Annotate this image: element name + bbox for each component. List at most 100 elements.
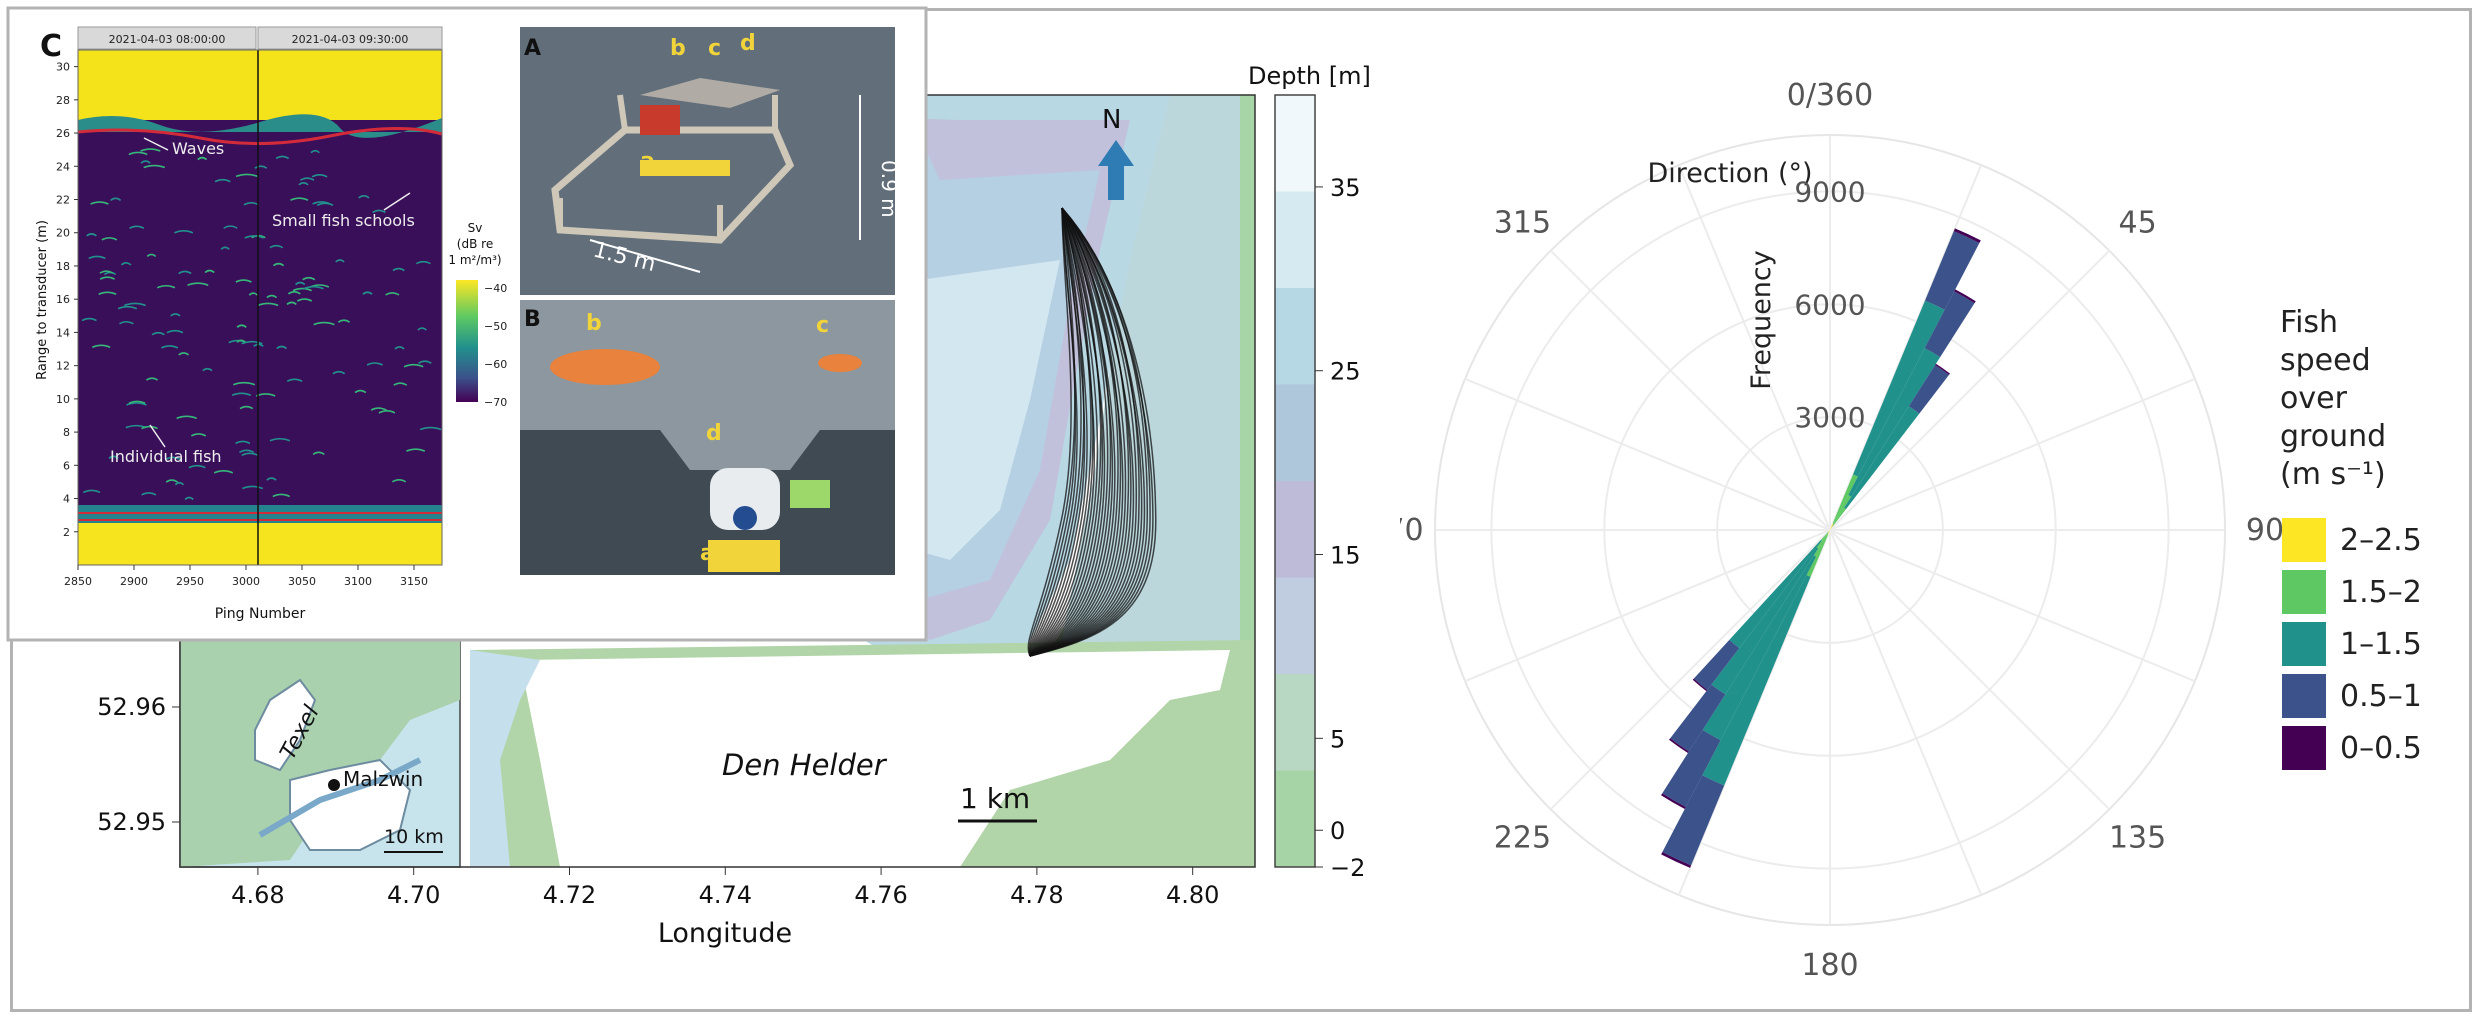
- photo-a-letter: d: [740, 31, 756, 56]
- sv-colorbar-tick: −60: [484, 358, 507, 371]
- fish-echo-trace: [362, 291, 373, 295]
- rose-bar-segment: [1827, 530, 1830, 536]
- echogram-x-tick: 3050: [288, 575, 316, 588]
- echogram-panel: C 2021-04-03 08:00:00 2021-04-03 09:30:0…: [6, 6, 928, 642]
- fish-echo-trace: [266, 294, 278, 299]
- depth-colorbar-tick: 25: [1330, 358, 1361, 386]
- depth-colorbar-tick: 0: [1330, 817, 1345, 845]
- legend-title-line: Fish: [2280, 305, 2338, 340]
- fish-echo-trace: [178, 352, 190, 356]
- echogram-y-tick: 4: [63, 493, 70, 506]
- echogram-y-tick: 10: [56, 393, 70, 406]
- echogram-x-label: Ping Number: [215, 606, 306, 622]
- fish-track: [1029, 207, 1078, 657]
- fish-track: [1027, 207, 1072, 657]
- rose-angle-label: 90: [2246, 513, 2284, 548]
- fish-echo-trace: [143, 164, 166, 169]
- rose-spoke: [1464, 529, 1831, 683]
- fish-track: [1029, 207, 1132, 657]
- sv-colorbar-tick: −70: [484, 396, 507, 409]
- rose-bar-segment: [1827, 530, 1830, 534]
- rose-bar-segment: [1830, 526, 1833, 530]
- sv-colorbar-title: (dB re: [457, 237, 493, 251]
- fish-echo-trace: [415, 260, 431, 265]
- rose-bar-segment: [1832, 474, 1858, 524]
- fish-echo-trace: [272, 262, 285, 267]
- photo-b-letter: c: [816, 313, 829, 338]
- fish-echo-trace: [290, 197, 309, 201]
- fish-echo-trace: [394, 346, 405, 350]
- fish-echo-trace: [141, 492, 157, 496]
- rose-spoke: [1464, 377, 1831, 531]
- fish-echo-trace: [272, 493, 291, 498]
- site-marker: [328, 779, 340, 791]
- rose-angle-label: 0/360: [1787, 78, 1873, 113]
- map-x-axis: 4.68 4.70 4.72 4.74 4.76 4.78 4.80: [231, 867, 1219, 909]
- rose-radial-tick: 6000: [1794, 288, 1865, 321]
- rose-bar-segment: [1662, 775, 1725, 866]
- rose-angle-label: 135: [2109, 821, 2166, 856]
- fish-track: [1029, 207, 1106, 657]
- fish-echo-trace: [174, 230, 194, 234]
- rose-bar-segment: [1828, 530, 1830, 533]
- fish-echo-trace: [312, 201, 331, 205]
- depth-colorbar: [1275, 95, 1315, 868]
- fish-direction-rose-panel: 0/360 45 90 135 180 225 270 315 Direction (°) F…: [1400, 78, 2422, 983]
- fish-track: [1029, 207, 1154, 657]
- depth-colorbar-tick: 35: [1330, 174, 1361, 202]
- fish-echo-trace: [269, 437, 291, 442]
- fish-track: [1029, 207, 1130, 657]
- echogram-y-label: Range to transducer (m): [35, 220, 50, 380]
- fish-echo-trace: [190, 433, 207, 437]
- rose-bar-segment: [1953, 228, 1981, 244]
- fish-echo-trace: [391, 478, 407, 483]
- rose-bar-segment: [1816, 532, 1829, 549]
- fish-echo-trace: [129, 225, 145, 230]
- fish-echo-trace: [128, 400, 146, 405]
- rose-angle-label: 270: [1400, 513, 1424, 548]
- fish-track: [1029, 207, 1116, 657]
- depth-colorbar-tick: 15: [1330, 542, 1361, 570]
- fish-echo-trace: [354, 389, 367, 394]
- rose-bar-segment: [1830, 523, 1834, 530]
- fish-echo-trace: [99, 270, 114, 274]
- fish-track: [1029, 207, 1114, 657]
- depth-colorbar-title: Depth [m]: [1248, 62, 1371, 90]
- photo-b-letter: a: [700, 541, 715, 566]
- fish-echo-trace: [81, 317, 97, 322]
- fish-echo-trace: [358, 195, 370, 199]
- echogram-panel-label: C: [40, 29, 62, 64]
- fish-track: [1029, 207, 1157, 657]
- fish-echo-trace: [214, 178, 231, 183]
- fish-echo-trace: [392, 267, 405, 272]
- fish-echo-trace: [286, 378, 303, 383]
- fish-echo-trace: [174, 481, 185, 486]
- rose-bar-segment: [1711, 547, 1819, 695]
- echogram-y-tick: 30: [56, 61, 70, 74]
- rose-bar-segment: [1693, 639, 1740, 690]
- map-x-axis-label: Longitude: [658, 918, 792, 949]
- depth-colorbar-band: [1275, 577, 1315, 675]
- fish-echo-trace: [178, 270, 192, 275]
- fish-echo-trace: [160, 345, 179, 349]
- fish-echo-trace: [110, 197, 122, 201]
- echogram-y-tick: 22: [56, 194, 70, 207]
- fish-echo-trace: [295, 281, 306, 286]
- rose-spoke: [1829, 529, 2196, 683]
- photo-b-label: B: [524, 307, 541, 332]
- fish-echo-trace: [170, 313, 181, 317]
- echogram-y-tick: 16: [56, 293, 70, 306]
- fish-echo-trace: [141, 425, 158, 430]
- fish-tracks: [1027, 207, 1157, 657]
- rose-bar-segment: [1828, 530, 1830, 532]
- rose-radial-tick: 3000: [1794, 401, 1865, 434]
- fish-echo-trace: [239, 405, 254, 410]
- depth-colorbar-ticks: 35 25 15 5 0 −2: [1315, 174, 1365, 882]
- north-arrow-icon: [1098, 140, 1134, 200]
- fish-track: [1029, 207, 1088, 657]
- echogram-y-tick: 6: [63, 459, 70, 472]
- fish-echo-trace: [257, 302, 279, 307]
- rose-radial-ticks: 9000 6000 3000: [1794, 175, 1865, 434]
- rose-bar-segment: [1729, 539, 1822, 649]
- echogram-x-tick: 2850: [64, 575, 92, 588]
